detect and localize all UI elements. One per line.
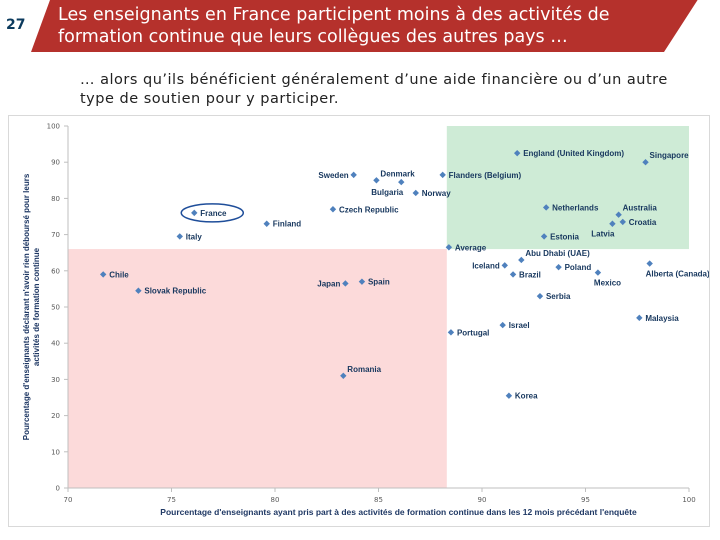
data-point bbox=[594, 269, 602, 276]
data-point bbox=[445, 244, 453, 251]
y-tick-label: 30 bbox=[51, 376, 60, 384]
data-point bbox=[191, 209, 198, 217]
y-tick-label: 60 bbox=[51, 267, 60, 275]
data-point bbox=[135, 287, 142, 294]
point-label: Poland bbox=[565, 263, 592, 272]
data-point bbox=[329, 206, 337, 213]
data-point bbox=[615, 211, 622, 218]
y-tick-label: 0 bbox=[56, 485, 60, 493]
data-point bbox=[513, 149, 521, 157]
y-axis-title-line: Pourcentage d'enseignants déclarant n'av… bbox=[22, 173, 31, 440]
point-label: Malaysia bbox=[645, 314, 679, 323]
data-point bbox=[373, 177, 380, 184]
point-label: Flanders (Belgium) bbox=[449, 171, 522, 180]
data-point bbox=[540, 233, 548, 240]
data-point bbox=[619, 218, 626, 226]
data-point bbox=[536, 292, 544, 300]
x-tick-label: 70 bbox=[64, 496, 73, 504]
x-tick-label: 80 bbox=[271, 496, 280, 504]
data-point bbox=[646, 260, 653, 267]
y-tick-label: 100 bbox=[47, 123, 60, 131]
point-label: Bulgaria bbox=[371, 188, 404, 197]
point-label: Israel bbox=[509, 321, 530, 330]
point-label: Croatia bbox=[629, 218, 657, 227]
point-label: Italy bbox=[186, 232, 203, 241]
point-label: Romania bbox=[347, 365, 381, 374]
data-point bbox=[636, 314, 643, 322]
y-axis-title-group: Pourcentage d'enseignants déclarant n'av… bbox=[22, 173, 41, 440]
page-number: 27 bbox=[6, 17, 26, 33]
slide-title: Les enseignants en France participent mo… bbox=[58, 5, 610, 47]
point-label: Abu Dhabi (UAE) bbox=[525, 249, 590, 258]
point-label: Norway bbox=[422, 189, 451, 198]
data-point bbox=[99, 271, 107, 278]
y-tick-label: 20 bbox=[51, 412, 60, 420]
point-label: Chile bbox=[109, 270, 129, 279]
highlight-circle bbox=[180, 203, 245, 223]
point-label: Portugal bbox=[457, 328, 489, 337]
y-axis-title: Pourcentage d'enseignants déclarant n'av… bbox=[22, 173, 41, 440]
point-label: Finland bbox=[273, 220, 302, 229]
y-tick-label: 70 bbox=[51, 231, 60, 239]
data-point bbox=[499, 321, 506, 329]
data-point bbox=[176, 233, 183, 240]
y-tick-label: 40 bbox=[51, 340, 60, 348]
data-point bbox=[412, 189, 419, 197]
point-label: Mexico bbox=[594, 279, 621, 288]
green-zone bbox=[446, 126, 689, 250]
page-number-tab: 27 bbox=[0, 0, 50, 52]
point-label: Slovak Republic bbox=[144, 287, 206, 296]
point-label: Latvia bbox=[591, 230, 615, 239]
point-label: Serbia bbox=[546, 292, 571, 301]
y-tick-label: 80 bbox=[51, 195, 60, 203]
title-bar: 27 Les enseignants en France participent… bbox=[0, 0, 720, 52]
point-label: Iceland bbox=[472, 261, 500, 270]
data-point bbox=[505, 392, 513, 399]
point-label: Australia bbox=[623, 204, 658, 213]
data-point bbox=[263, 220, 270, 227]
data-point bbox=[439, 171, 446, 179]
point-label: Japan bbox=[317, 279, 340, 288]
y-tick-label: 10 bbox=[51, 448, 60, 456]
point-label: Denmark bbox=[380, 169, 415, 178]
slide-subtitle: … alors qu’ils bénéficient généralement … bbox=[80, 72, 668, 107]
point-label: Average bbox=[455, 243, 487, 252]
data-point bbox=[609, 220, 616, 227]
point-label: Netherlands bbox=[552, 203, 599, 212]
x-tick-label: 100 bbox=[682, 496, 695, 504]
scatter-chart: 0 10 20 30 40 50 60 70 80 90 100 70 75 80 85 90 95 100 Pou… bbox=[8, 115, 710, 527]
point-label: Alberta (Canada) bbox=[646, 270, 709, 279]
point-label: Spain bbox=[368, 278, 390, 287]
data-point bbox=[350, 171, 357, 179]
x-tick-label: 90 bbox=[478, 496, 487, 504]
y-axis-title-line: activités de formation continue bbox=[32, 247, 41, 366]
data-point bbox=[642, 159, 649, 166]
scatter-plot-svg: 0 10 20 30 40 50 60 70 80 90 100 70 75 80 85 90 95 100 Pou… bbox=[22, 123, 709, 518]
x-tick-label: 85 bbox=[374, 496, 383, 504]
point-label: Korea bbox=[515, 392, 538, 401]
y-tick-label: 90 bbox=[51, 159, 60, 167]
point-label: Brazil bbox=[519, 270, 541, 279]
point-label: France bbox=[200, 209, 227, 218]
point-label: England (United Kingdom) bbox=[523, 149, 624, 158]
point-label: Singapore bbox=[650, 151, 690, 160]
data-point bbox=[398, 178, 405, 186]
x-axis-title: Pourcentage d'enseignants ayant pris par… bbox=[160, 507, 637, 517]
data-point bbox=[340, 372, 347, 379]
point-label: Czech Republic bbox=[339, 205, 399, 214]
data-point bbox=[509, 271, 517, 278]
data-point bbox=[447, 329, 455, 336]
red-zone bbox=[68, 249, 447, 488]
data-point bbox=[542, 204, 550, 211]
point-label: Sweden bbox=[318, 171, 348, 180]
data-point bbox=[501, 262, 508, 269]
data-point bbox=[518, 256, 525, 264]
header-corner-decoration bbox=[664, 0, 720, 52]
x-tick-label: 75 bbox=[167, 496, 176, 504]
data-point bbox=[555, 263, 562, 271]
point-label: Estonia bbox=[550, 232, 579, 241]
y-tick-label: 50 bbox=[51, 304, 60, 312]
x-tick-label: 95 bbox=[581, 496, 590, 504]
